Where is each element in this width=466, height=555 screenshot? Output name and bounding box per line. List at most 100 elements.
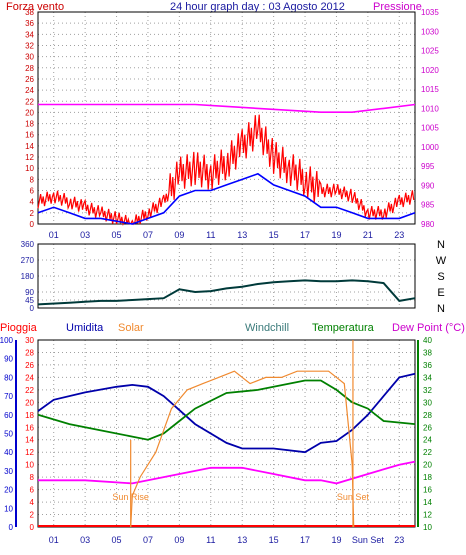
y-tick-label: 34: [25, 30, 34, 39]
x-tick-label: 11: [206, 230, 215, 240]
plot-frame: [37, 243, 416, 309]
temperature-tick-label: 38: [423, 348, 432, 357]
rain-tick-label: 10: [25, 461, 34, 470]
temperature-tick-label: 16: [423, 486, 432, 495]
chart-title: 24 hour graph day : 03 Agosto 2012: [170, 1, 345, 13]
temperature-tick-label: 20: [423, 461, 432, 470]
solar-series: [130, 370, 355, 528]
y2-tick-label: 1000: [421, 143, 439, 152]
legend-entry: Temperatura: [312, 322, 375, 334]
y2-tick-label: 1020: [421, 66, 439, 75]
temperature-tick-label: 24: [423, 436, 432, 445]
y2-tick-label: 1005: [421, 124, 439, 133]
x-tick-label: 07: [143, 535, 153, 545]
temperature-tick-label: 34: [423, 373, 432, 382]
x-tick-label: 21: [363, 230, 373, 240]
y-tick-label: 270: [21, 256, 35, 265]
y-tick-label: 26: [25, 75, 34, 84]
y-tick-label: 0: [30, 220, 35, 229]
x-tick-label: 19: [331, 230, 341, 240]
y-tick-label: 4: [30, 198, 35, 207]
y-tick-label: 16: [25, 131, 34, 140]
legend-entry: Windchill: [245, 322, 289, 334]
y2-tick-label: 1010: [421, 104, 439, 113]
temperature-tick-label: 26: [423, 423, 432, 432]
rain-tick-label: 8: [30, 473, 35, 482]
temperature-tick-label: 14: [423, 498, 432, 507]
y-tick-label: 6: [30, 187, 35, 196]
y2-tick-label: 995: [421, 162, 435, 171]
y-tick-label: 18: [25, 120, 34, 129]
y-tick-label: 30: [25, 53, 34, 62]
rain-tick-label: 16: [25, 423, 34, 432]
x-tick-label: 09: [174, 230, 184, 240]
legend-entry: Pioggia: [0, 322, 38, 334]
y-tick-label: 24: [25, 86, 34, 95]
humidity-series: [37, 372, 416, 454]
x-tick-label: 15: [269, 535, 279, 545]
y2-tick-label: 985: [421, 201, 435, 210]
y2-tick-label: 1035: [421, 8, 439, 17]
y-tick-label: 20: [25, 108, 34, 117]
y-tick-label: 28: [25, 64, 34, 73]
x-tick-label: 11: [206, 535, 215, 545]
temperature-tick-label: 30: [423, 398, 432, 407]
y-tick-label: 32: [25, 41, 34, 50]
y-tick-label: 360: [21, 240, 35, 249]
sunset-label: Sun Set: [337, 492, 370, 502]
rain-tick-label: 2: [30, 511, 35, 520]
y2-tick-label: 1025: [421, 47, 439, 56]
y-tick-label: 12: [25, 153, 34, 162]
humidity-tick-label: 40: [4, 448, 13, 457]
temperature-tick-label: 10: [423, 523, 432, 532]
humidity-tick-label: 60: [4, 411, 13, 420]
temperature-tick-label: 12: [423, 511, 432, 520]
x-tick-label: 23: [394, 230, 404, 240]
compass-label: N: [437, 239, 445, 251]
pressure-series: [38, 103, 416, 113]
temperature-plot-area: Pioggia Umidita Solar Windchill Temperatura D…: [0, 322, 465, 545]
pressure-axis-title: Pressione: [373, 1, 422, 13]
temperature-tick-label: 32: [423, 386, 432, 395]
rain-tick-label: 6: [30, 486, 35, 495]
temperature-tick-label: 18: [423, 473, 432, 482]
compass-label: N: [437, 303, 445, 315]
x-tick-label: 03: [80, 535, 90, 545]
x-tick-label: 01: [49, 230, 59, 240]
humidity-tick-label: 30: [4, 467, 13, 476]
x-tick-label: 13: [237, 230, 247, 240]
y-tick-label: 36: [25, 19, 34, 28]
rain-tick-label: 22: [25, 386, 34, 395]
y2-tick-label: 1030: [421, 27, 439, 36]
x-tick-label: 03: [80, 230, 90, 240]
x-tick-label: 09: [174, 535, 184, 545]
wind-avg-series: [37, 172, 416, 225]
dewpoint-series: [38, 460, 416, 485]
rain-tick-label: 28: [25, 348, 34, 357]
humidity-tick-label: 90: [4, 355, 13, 364]
compass-label: W: [436, 255, 447, 267]
wind-plot-area: 01 03 05 07 09 11 13 15 17 19 21 230246810121416182…: [25, 8, 439, 240]
humidity-tick-label: 20: [4, 486, 13, 495]
y-tick-label: 10: [25, 164, 34, 173]
legend-entry: Solar: [118, 322, 144, 334]
y2-tick-label: 980: [421, 220, 435, 229]
x-tick-label: 23: [394, 535, 404, 545]
humidity-tick-label: 100: [0, 336, 14, 345]
humidity-tick-label: 50: [4, 430, 13, 439]
legend-entry: Umidita: [66, 322, 104, 334]
rain-tick-label: 24: [25, 373, 34, 382]
plot-frame: [37, 11, 416, 225]
y2-tick-label: 990: [421, 181, 435, 190]
rain-tick-label: 26: [25, 361, 34, 370]
rain-tick-label: 0: [30, 523, 35, 532]
y-tick-label: 8: [30, 175, 35, 184]
rain-tick-label: 14: [25, 436, 34, 445]
y-tick-label: 90: [25, 288, 34, 297]
x-tick-label: 05: [112, 230, 122, 240]
compass-label: E: [437, 287, 444, 299]
humidity-tick-label: 0: [9, 523, 14, 532]
temperature-tick-label: 40: [423, 336, 432, 345]
